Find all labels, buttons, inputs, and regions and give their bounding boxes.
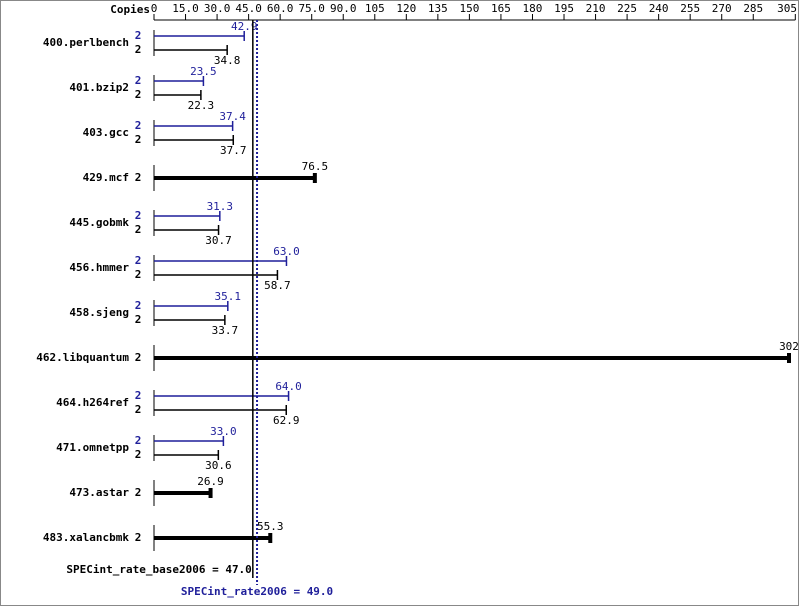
x-tick-label: 195 [554, 2, 574, 15]
benchmark-name: 462.libquantum [36, 351, 129, 364]
bar [154, 256, 288, 266]
benchmark-name: 483.xalancbmk [43, 531, 129, 544]
copies-label: 2 [135, 299, 142, 312]
copies-label: 2 [135, 351, 142, 364]
x-tick-label: 90.0 [330, 2, 357, 15]
bar [154, 121, 234, 131]
copies-label: 2 [135, 531, 142, 544]
bar [154, 173, 317, 183]
bar [154, 533, 273, 543]
bar [154, 270, 279, 280]
benchmark-name: 456.hmmer [69, 261, 129, 274]
x-tick-label: 120 [396, 2, 416, 15]
x-tick-label: 240 [649, 2, 669, 15]
copies-label: 2 [135, 171, 142, 184]
bar [154, 225, 220, 235]
copies-label: 2 [135, 486, 142, 499]
bar [154, 315, 226, 325]
bar [154, 135, 235, 145]
bar [154, 405, 288, 415]
value-label: 55.3 [257, 520, 284, 533]
x-tick-label: 180 [523, 2, 543, 15]
value-label: 30.6 [205, 459, 232, 472]
x-tick-label: 165 [491, 2, 511, 15]
value-label: 42.9 [231, 20, 258, 33]
reference-label: SPECint_rate_base2006 = 47.0 [66, 563, 251, 576]
x-tick-label: 305 [777, 2, 797, 15]
benchmark-name: 473.astar [69, 486, 129, 499]
copies-label: 2 [135, 133, 142, 146]
copies-label: 2 [135, 313, 142, 326]
benchmark-name: 464.h264ref [56, 396, 129, 409]
benchmark-name: 445.gobmk [69, 216, 129, 229]
value-label: 37.7 [220, 144, 247, 157]
benchmark-name: 403.gcc [83, 126, 129, 139]
x-tick-label: 60.0 [267, 2, 294, 15]
value-label: 31.3 [207, 200, 234, 213]
copies-label: 2 [135, 119, 142, 132]
value-label: 35.1 [215, 290, 242, 303]
value-label: 33.0 [210, 425, 237, 438]
copies-label: 2 [135, 254, 142, 267]
copies-label: 2 [135, 209, 142, 222]
x-tick-label: 210 [586, 2, 606, 15]
copies-label: 2 [135, 403, 142, 416]
x-tick-label: 285 [743, 2, 763, 15]
value-label: 64.0 [275, 380, 302, 393]
bar [154, 488, 213, 498]
x-tick-label: 0 [151, 2, 158, 15]
benchmark-name: 471.omnetpp [56, 441, 129, 454]
value-label: 76.5 [302, 160, 329, 173]
x-tick-label: 270 [712, 2, 732, 15]
value-label: 22.3 [188, 99, 215, 112]
bar [154, 76, 205, 86]
value-label: 63.0 [273, 245, 300, 258]
bar [154, 90, 202, 100]
x-tick-label: 45.0 [235, 2, 262, 15]
x-tick-label: 135 [428, 2, 448, 15]
bar [154, 436, 225, 446]
x-tick-label: 105 [365, 2, 385, 15]
value-label: 58.7 [264, 279, 291, 292]
copies-label: 2 [135, 43, 142, 56]
bar [154, 31, 245, 41]
value-label: 23.5 [190, 65, 217, 78]
x-tick-label: 15.0 [172, 2, 199, 15]
benchmark-name: 400.perlbench [43, 36, 129, 49]
x-tick-label: 225 [617, 2, 637, 15]
value-label: 30.7 [205, 234, 232, 247]
value-label: 62.9 [273, 414, 300, 427]
copies-label: 2 [135, 223, 142, 236]
bar [154, 391, 290, 401]
bar [154, 301, 229, 311]
bar [154, 450, 220, 460]
reference-label: SPECint_rate2006 = 49.0 [181, 585, 333, 598]
copies-label: 2 [135, 74, 142, 87]
axis-label: Copies [110, 3, 150, 16]
copies-label: 2 [135, 448, 142, 461]
copies-label: 2 [135, 434, 142, 447]
benchmark-name: 401.bzip2 [69, 81, 129, 94]
copies-label: 2 [135, 268, 142, 281]
value-label: 33.7 [212, 324, 239, 337]
x-tick-label: 75.0 [298, 2, 325, 15]
bar [154, 45, 228, 55]
x-tick-label: 30.0 [204, 2, 231, 15]
x-tick-label: 255 [680, 2, 700, 15]
copies-label: 2 [135, 88, 142, 101]
bar [154, 353, 791, 363]
value-label: 26.9 [197, 475, 224, 488]
value-label: 34.8 [214, 54, 241, 67]
benchmark-name: 429.mcf [83, 171, 129, 184]
copies-label: 2 [135, 389, 142, 402]
benchmark-name: 458.sjeng [69, 306, 129, 319]
bar [154, 211, 221, 221]
x-tick-label: 150 [459, 2, 479, 15]
value-label: 302 [779, 340, 799, 353]
value-label: 37.4 [219, 110, 246, 123]
copies-label: 2 [135, 29, 142, 42]
